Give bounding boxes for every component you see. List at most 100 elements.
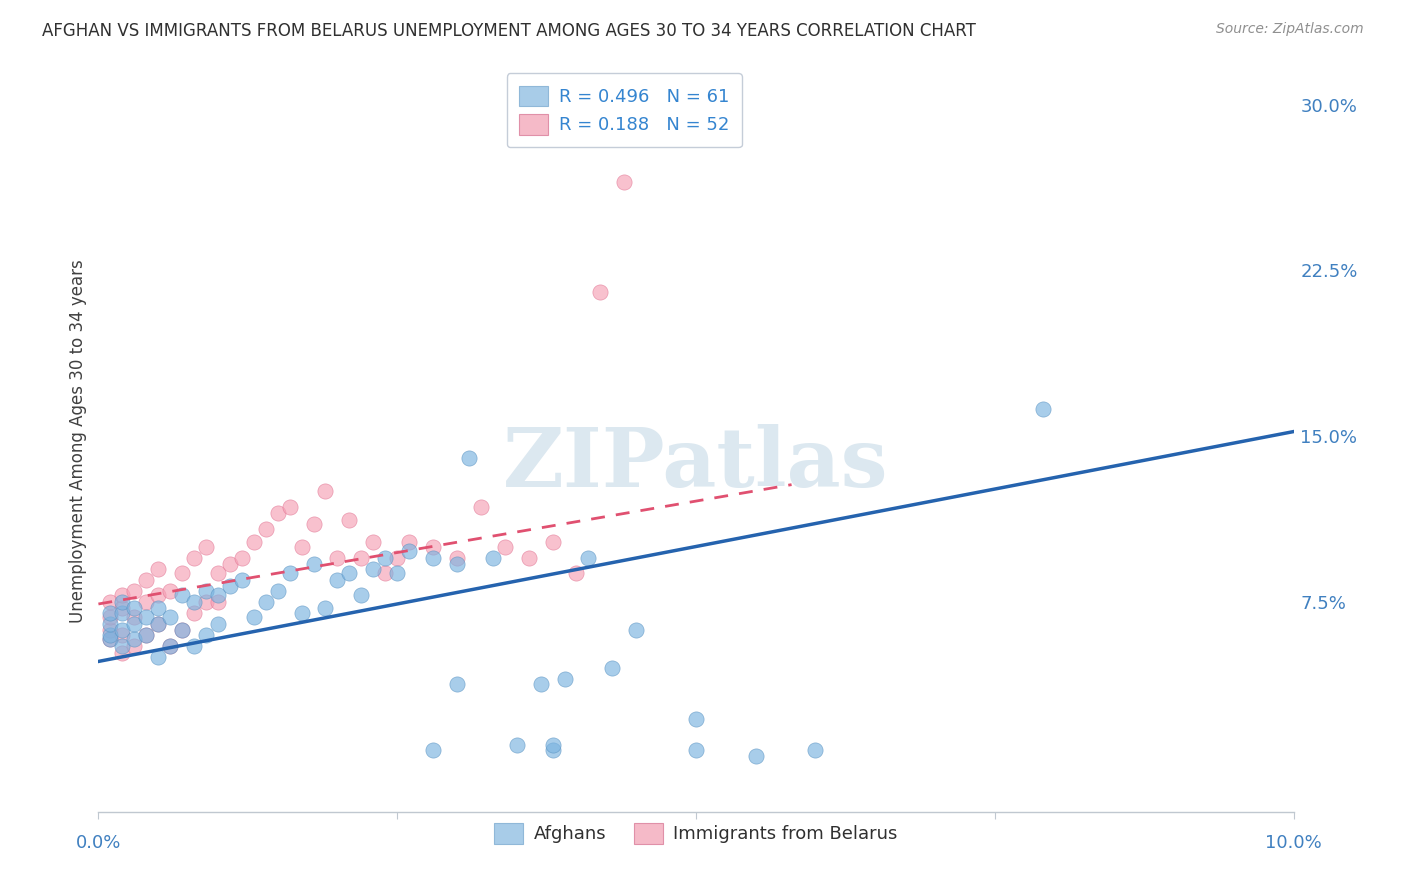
Point — [124, 583, 146, 598]
Point — [339, 566, 361, 580]
Point — [315, 484, 337, 499]
Point — [183, 550, 205, 565]
Point — [98, 606, 122, 620]
Point — [98, 632, 122, 647]
Point — [398, 544, 420, 558]
Point — [541, 739, 564, 753]
Text: AFGHAN VS IMMIGRANTS FROM BELARUS UNEMPLOYMENT AMONG AGES 30 TO 34 YEARS CORRELA: AFGHAN VS IMMIGRANTS FROM BELARUS UNEMPL… — [42, 22, 976, 40]
Point — [195, 628, 218, 642]
Point — [385, 550, 409, 565]
Point — [422, 550, 444, 565]
Point — [458, 451, 481, 466]
Point — [207, 566, 229, 580]
Point — [446, 676, 468, 690]
Point — [111, 588, 134, 602]
Point — [183, 595, 205, 609]
Point — [278, 566, 301, 580]
Point — [219, 579, 242, 593]
Point — [98, 628, 122, 642]
Point — [291, 606, 314, 620]
Point — [148, 650, 170, 665]
Point — [135, 628, 157, 642]
Point — [195, 595, 218, 609]
Point — [135, 610, 157, 624]
Point — [506, 739, 529, 753]
Point — [326, 573, 349, 587]
Point — [565, 566, 588, 580]
Point — [135, 573, 157, 587]
Point — [98, 610, 122, 624]
Point — [745, 749, 768, 764]
Point — [602, 661, 624, 675]
Point — [291, 540, 314, 554]
Point — [385, 566, 409, 580]
Point — [243, 535, 266, 549]
Point — [207, 588, 229, 602]
Point — [470, 500, 492, 514]
Point — [135, 595, 157, 609]
Point — [685, 743, 707, 757]
Point — [111, 606, 134, 620]
Point — [350, 550, 373, 565]
Point — [554, 672, 576, 686]
Point — [124, 610, 146, 624]
Point — [589, 285, 612, 300]
Point — [111, 639, 134, 653]
Point — [804, 743, 827, 757]
Point — [124, 616, 146, 631]
Point — [159, 639, 181, 653]
Point — [111, 628, 134, 642]
Point — [482, 550, 505, 565]
Point — [541, 743, 564, 757]
Point — [494, 540, 516, 554]
Point — [363, 561, 385, 575]
Point — [446, 558, 468, 572]
Point — [148, 616, 170, 631]
Point — [148, 601, 170, 615]
Point — [541, 535, 564, 549]
Legend: Afghans, Immigrants from Belarus: Afghans, Immigrants from Belarus — [486, 815, 905, 851]
Point — [446, 550, 468, 565]
Point — [172, 624, 194, 638]
Point — [98, 632, 122, 647]
Text: Source: ZipAtlas.com: Source: ZipAtlas.com — [1216, 22, 1364, 37]
Point — [254, 595, 277, 609]
Point — [124, 639, 146, 653]
Point — [207, 595, 229, 609]
Point — [374, 550, 396, 565]
Text: 0.0%: 0.0% — [76, 834, 121, 852]
Point — [98, 616, 122, 631]
Point — [98, 595, 122, 609]
Point — [172, 624, 194, 638]
Y-axis label: Unemployment Among Ages 30 to 34 years: Unemployment Among Ages 30 to 34 years — [69, 260, 87, 624]
Point — [159, 639, 181, 653]
Point — [685, 712, 707, 726]
Point — [626, 624, 648, 638]
Point — [183, 606, 205, 620]
Point — [398, 535, 420, 549]
Point — [159, 610, 181, 624]
Point — [124, 632, 146, 647]
Point — [315, 601, 337, 615]
Point — [195, 583, 218, 598]
Point — [422, 743, 444, 757]
Point — [172, 588, 194, 602]
Point — [267, 507, 290, 521]
Point — [578, 550, 600, 565]
Point — [517, 550, 540, 565]
Point — [183, 639, 205, 653]
Point — [350, 588, 373, 602]
Point — [148, 588, 170, 602]
Point — [111, 595, 134, 609]
Point — [302, 517, 325, 532]
Point — [172, 566, 194, 580]
Point — [278, 500, 301, 514]
Point — [231, 550, 253, 565]
Point — [267, 583, 290, 598]
Point — [159, 583, 181, 598]
Point — [326, 550, 349, 565]
Point — [302, 558, 325, 572]
Text: 10.0%: 10.0% — [1265, 834, 1322, 852]
Point — [207, 616, 229, 631]
Point — [219, 558, 242, 572]
